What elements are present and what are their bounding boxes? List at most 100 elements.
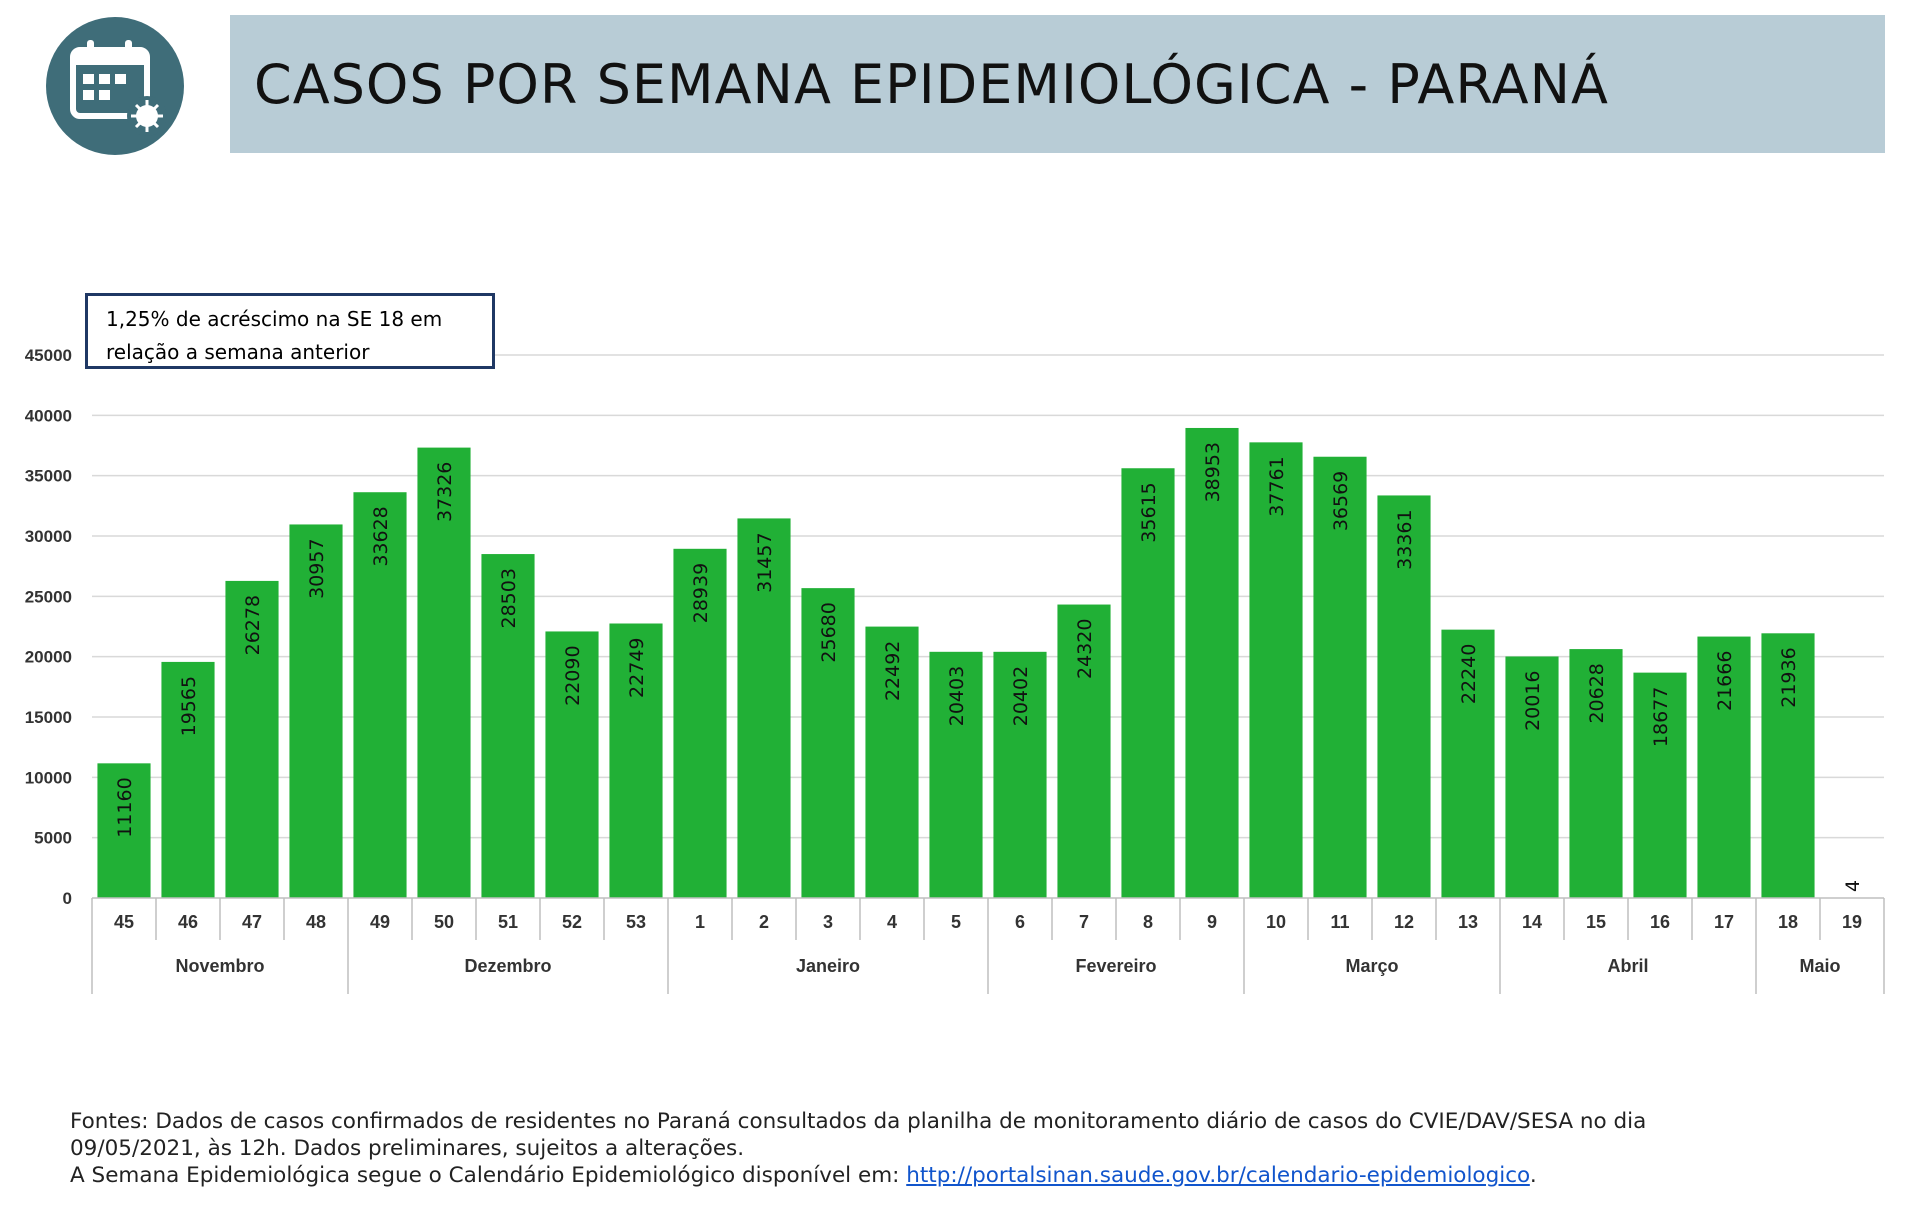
y-tick-label: 35000 (25, 467, 72, 486)
category-label: 51 (498, 912, 518, 932)
data-label: 18677 (1650, 687, 1672, 747)
calendar-virus-icon (45, 16, 185, 156)
data-label: 21936 (1778, 647, 1800, 707)
category-label: 7 (1079, 912, 1089, 932)
data-label: 37326 (434, 462, 456, 522)
y-tick-label: 5000 (34, 829, 72, 848)
bar-chart: 0 5000 10000 15000 20000 25000 30000 35000 40000… (25, 346, 1885, 994)
month-label: Março (1345, 956, 1398, 976)
category-label: 10 (1266, 912, 1286, 932)
sources-note: Fontes: Dados de casos confirmados de re… (70, 1108, 1880, 1189)
bar (1505, 656, 1559, 898)
y-tick-label: 10000 (25, 768, 72, 787)
data-label: 31457 (754, 532, 776, 592)
category-label: 13 (1458, 912, 1478, 932)
category-label: 48 (306, 912, 326, 932)
bar (481, 554, 535, 898)
category-label: 14 (1522, 912, 1542, 932)
data-label: 19565 (178, 676, 200, 736)
category-label: 3 (823, 912, 833, 932)
bar (801, 588, 855, 898)
bar (417, 447, 471, 898)
month-label: Abril (1607, 956, 1648, 976)
data-label: 28939 (690, 563, 712, 623)
sources-line-2: 09/05/2021, às 12h. Dados preliminares, … (70, 1136, 745, 1161)
category-label: 6 (1015, 912, 1025, 932)
header-band: CASOS POR SEMANA EPIDEMIOLÓGICA - PARANÁ (230, 15, 1885, 153)
bar (161, 661, 215, 898)
data-label: 37761 (1266, 456, 1288, 516)
category-label: 15 (1586, 912, 1606, 932)
month-label: Novembro (175, 956, 264, 976)
bar (865, 626, 919, 898)
bar (353, 492, 407, 898)
month-label: Dezembro (464, 956, 551, 976)
bar (1121, 468, 1175, 898)
category-label: 5 (951, 912, 961, 932)
y-tick-label: 0 (63, 889, 72, 908)
annotation-box: 1,25% de acréscimo na SE 18 em relação a… (85, 293, 495, 369)
category-label: 2 (759, 912, 769, 932)
data-label: 24320 (1074, 619, 1096, 679)
data-label: 36569 (1330, 471, 1352, 531)
category-label: 17 (1714, 912, 1734, 932)
category-label: 49 (370, 912, 390, 932)
y-tick-label: 25000 (25, 587, 72, 606)
data-label: 21666 (1714, 651, 1736, 711)
data-label: 33361 (1394, 509, 1416, 569)
bar (1569, 649, 1623, 898)
sources-line-3: A Semana Epidemiológica segue o Calendár… (70, 1162, 1880, 1189)
bar (737, 518, 791, 898)
bar (929, 651, 983, 898)
category-label: 9 (1207, 912, 1217, 932)
data-label: 35615 (1138, 482, 1160, 542)
month-label: Janeiro (796, 956, 860, 976)
month-label: Maio (1799, 956, 1840, 976)
bar (1377, 495, 1431, 898)
category-label: 18 (1778, 912, 1798, 932)
category-label: 11 (1330, 912, 1349, 932)
annotation-line-2: relação a semana anterior (106, 340, 370, 364)
data-label: 20628 (1586, 663, 1608, 723)
category-label: 50 (434, 912, 454, 932)
data-label: 38953 (1202, 442, 1224, 502)
data-label: 22492 (882, 641, 904, 701)
bar (1697, 636, 1751, 898)
data-label: 22749 (626, 637, 648, 697)
category-label: 12 (1394, 912, 1414, 932)
category-label: 4 (887, 912, 897, 932)
bar (1761, 633, 1815, 898)
data-label: 20403 (946, 666, 968, 726)
data-label: 11160 (114, 777, 136, 837)
data-label: 26278 (242, 595, 264, 655)
category-label: 19 (1842, 912, 1862, 932)
bar (1057, 604, 1111, 898)
data-label: 20402 (1010, 666, 1032, 726)
bar (673, 548, 727, 898)
bar (1633, 672, 1687, 898)
page-title: CASOS POR SEMANA EPIDEMIOLÓGICA - PARANÁ (254, 52, 1609, 116)
category-label: 47 (242, 912, 262, 932)
data-label: 33628 (370, 506, 392, 566)
calendar-link[interactable]: http://portalsinan.saude.gov.br/calendar… (906, 1163, 1530, 1188)
bar (1313, 456, 1367, 898)
category-label: 8 (1143, 912, 1153, 932)
category-label: 52 (562, 912, 582, 932)
data-label: 25680 (818, 602, 840, 662)
sources-line-3-prefix: A Semana Epidemiológica segue o Calendár… (70, 1163, 907, 1188)
y-tick-label: 20000 (25, 648, 72, 667)
data-label: 30957 (306, 538, 328, 598)
y-tick-label: 15000 (25, 708, 72, 727)
bar (289, 524, 343, 898)
bar (545, 631, 599, 898)
bar (1441, 629, 1495, 898)
category-label: 1 (695, 912, 705, 932)
data-label: 20016 (1522, 670, 1544, 730)
annotation-line-1: 1,25% de acréscimo na SE 18 em (106, 307, 443, 331)
category-label: 53 (626, 912, 646, 932)
data-label: 4 (1842, 880, 1864, 892)
data-label: 22240 (1458, 644, 1480, 704)
category-label: 46 (178, 912, 198, 932)
data-label: 28503 (498, 568, 520, 628)
bar (225, 580, 279, 898)
